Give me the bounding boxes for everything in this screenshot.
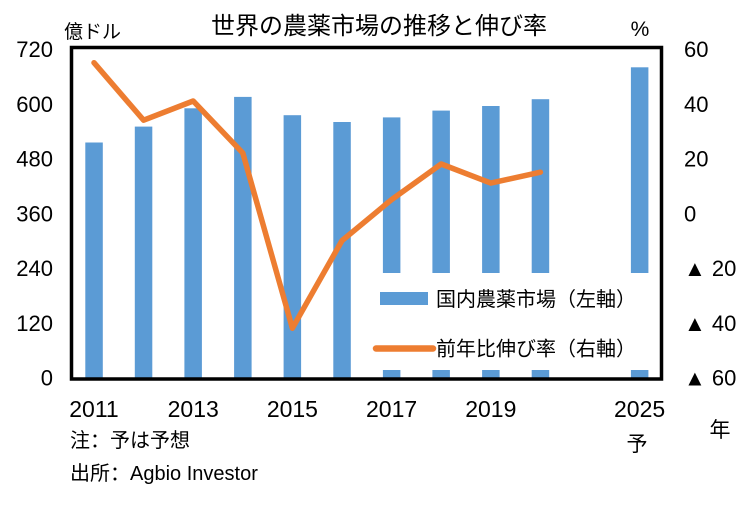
- legend-bar-swatch: [380, 292, 428, 305]
- right-tick-60: 60: [684, 37, 708, 62]
- right-tick-0: 0: [684, 201, 696, 226]
- right-axis-ticks: 60 40 20 0 ▲ 20 ▲ 40 ▲ 60: [684, 37, 736, 391]
- right-tick--40: ▲ 40: [684, 311, 736, 336]
- legend-box: [368, 273, 660, 370]
- left-axis-ticks: 720 600 480 360 240 120 0: [16, 37, 53, 391]
- legend-label-bar: 国内農薬市場（左軸）: [436, 288, 636, 311]
- right-axis-unit-label: %: [631, 18, 650, 41]
- x-tick-2013: 2013: [168, 396, 219, 422]
- right-tick-20: 20: [684, 147, 708, 172]
- left-tick-0: 0: [41, 366, 53, 391]
- right-tick-40: 40: [684, 92, 708, 117]
- x-tick-2015: 2015: [267, 396, 318, 422]
- plot-border-rect: [69, 45, 664, 381]
- left-tick-720: 720: [16, 37, 53, 62]
- x-tick-2011: 2011: [69, 396, 118, 422]
- bar-2012: [134, 126, 153, 378]
- note-source: 出所：Agbio Investor: [70, 462, 258, 485]
- chart-title: 世界の農薬市場の推移と伸び率: [211, 13, 547, 40]
- forecast-marker-label: 予: [627, 433, 648, 456]
- bar-2015: [283, 115, 302, 378]
- note-forecast: 注：予は予想: [70, 429, 190, 452]
- x-tick-2025: 2025: [614, 396, 665, 422]
- x-tick-2019: 2019: [465, 396, 516, 422]
- left-axis-unit-label: 億ドル: [64, 21, 121, 43]
- left-tick-480: 480: [16, 147, 53, 172]
- x-axis-ticks: 2011 2013 2015 2017 2019 2025: [69, 396, 665, 422]
- line-series: [91, 59, 544, 331]
- x-axis-unit-label: 年: [710, 419, 731, 442]
- bar-2016: [333, 122, 351, 378]
- right-tick--20: ▲ 20: [684, 256, 736, 281]
- left-tick-600: 600: [16, 92, 53, 117]
- legend-label-line: 前年比伸び率（右軸）: [436, 338, 636, 361]
- left-tick-120: 120: [16, 311, 53, 336]
- right-tick--60: ▲ 60: [684, 366, 736, 391]
- legend: 国内農薬市場（左軸） 前年比伸び率（右軸）: [368, 273, 660, 370]
- left-tick-360: 360: [16, 201, 53, 226]
- growth-rate-line: [91, 59, 544, 331]
- bar-2013: [184, 108, 202, 378]
- bar-2011: [85, 142, 103, 378]
- bar-2014: [234, 96, 252, 378]
- x-tick-2017: 2017: [366, 396, 417, 422]
- plot-border: [69, 45, 664, 381]
- left-tick-240: 240: [16, 256, 53, 281]
